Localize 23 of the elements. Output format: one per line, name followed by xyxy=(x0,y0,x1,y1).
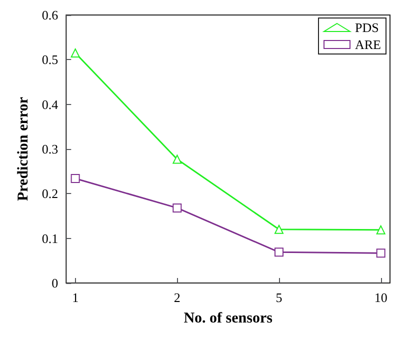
point xyxy=(376,248,386,258)
point xyxy=(172,203,182,212)
legend-label: PDS xyxy=(355,20,379,35)
x-tick-label: 1 xyxy=(72,290,79,305)
y-axis-title: Prediction error xyxy=(16,96,32,201)
x-tick-label: 5 xyxy=(276,290,282,305)
point xyxy=(70,48,80,58)
y-tick-label: 0.6 xyxy=(42,8,59,22)
y-tick-label: 0.3 xyxy=(42,142,58,156)
point xyxy=(274,248,284,257)
y-tick-label: 0.5 xyxy=(42,52,58,68)
point xyxy=(172,154,182,164)
y-tick-label: 0.1 xyxy=(42,230,58,246)
y-tick-label: 0.2 xyxy=(42,186,58,202)
point xyxy=(376,225,386,234)
point xyxy=(70,174,80,183)
x-tick-label: 10 xyxy=(374,290,388,305)
x-axis-title: No. of sensors xyxy=(184,310,273,326)
y-tick-label: 0 xyxy=(52,276,58,290)
legend-label: ARE xyxy=(355,37,382,52)
x-tick-label: 2 xyxy=(174,290,180,305)
point xyxy=(274,224,284,234)
y-tick-label: 0.4 xyxy=(42,96,59,112)
